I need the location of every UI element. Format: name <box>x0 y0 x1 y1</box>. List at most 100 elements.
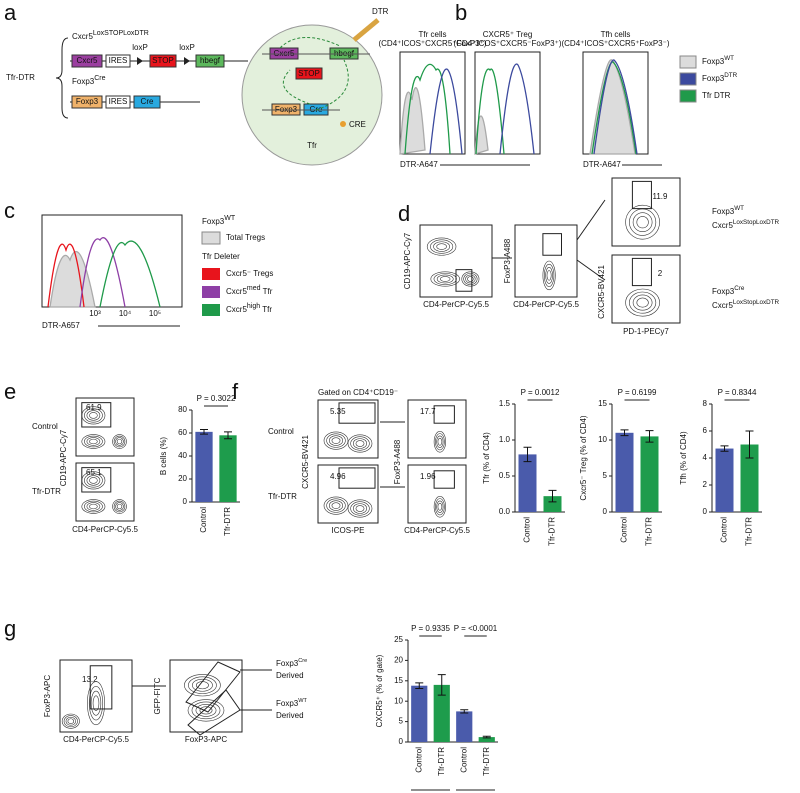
contour <box>629 291 657 314</box>
label: 1.96 <box>420 472 436 481</box>
y-tick-label: 20 <box>394 656 403 665</box>
y-tick-label: 40 <box>178 451 187 460</box>
histogram-curve <box>49 250 96 308</box>
bar <box>518 454 537 512</box>
bar <box>456 711 473 742</box>
label-sup: Cre <box>94 75 105 82</box>
panel-letter: e <box>4 379 16 404</box>
y-tick-label: 20 <box>178 474 187 483</box>
contour <box>436 500 444 513</box>
histogram-curve <box>589 59 636 155</box>
contour <box>350 501 370 516</box>
contour <box>636 297 649 308</box>
bar <box>478 737 495 742</box>
panel-letter: f <box>232 379 239 404</box>
contour <box>542 260 556 291</box>
contour <box>435 498 445 516</box>
contour <box>86 475 101 486</box>
y-tick-label: 5 <box>399 717 404 726</box>
error-bar <box>224 431 232 440</box>
histogram-frame <box>41 214 183 308</box>
contour <box>87 681 105 726</box>
loxp-site <box>184 57 190 65</box>
contour <box>195 704 217 717</box>
label: Foxp3Cre <box>712 285 745 296</box>
construct-label: Tfr-DTR <box>6 73 35 82</box>
y-tick-label: 1.5 <box>499 399 511 408</box>
contour <box>61 713 80 729</box>
gate <box>338 402 376 424</box>
label-sup: LoxStopLoxDTR <box>733 219 780 226</box>
x-tick-label: Control <box>720 517 729 543</box>
label-after: Tfr <box>261 287 273 296</box>
contour <box>347 499 373 518</box>
contour <box>625 204 660 240</box>
label: Foxp3WT <box>702 55 734 66</box>
label: CD4-PerCP-Cy5.5 <box>404 526 470 535</box>
contour <box>192 678 213 692</box>
histogram-curve <box>475 68 505 155</box>
contour <box>113 500 126 513</box>
cell <box>241 24 383 166</box>
histogram-curve <box>404 63 451 155</box>
label: Foxp3 <box>76 97 99 106</box>
contour <box>465 274 476 284</box>
label: Tfr Deleter <box>202 252 240 261</box>
contour <box>112 499 127 514</box>
label: loxP <box>179 43 195 52</box>
label-base: Cxcr5 <box>712 301 733 310</box>
label-base: Foxp3 <box>702 57 725 66</box>
contour <box>187 699 225 722</box>
label: PD-1-PECy7 <box>623 327 669 336</box>
tick-label: 10⁴ <box>119 309 132 318</box>
y-axis-label: CXCR5⁺ (% of gate) <box>375 654 384 727</box>
label: Tfr DTR <box>702 91 731 100</box>
contour <box>323 431 349 450</box>
bar <box>715 448 734 512</box>
panel-letter: g <box>4 616 16 641</box>
label-base: Cxcr5 <box>72 32 93 41</box>
contour <box>86 502 101 511</box>
gate <box>89 665 113 710</box>
label: Foxp3WT <box>202 215 236 226</box>
label: IRES <box>109 56 128 65</box>
bar <box>433 684 450 742</box>
contour <box>350 436 370 451</box>
contour <box>88 686 104 721</box>
error-bar <box>645 430 654 443</box>
label: (CD4⁺ICOS⁺CXCR5⁻FoxP3⁺) <box>453 39 561 48</box>
label: DTR-A657 <box>42 321 80 330</box>
contour <box>436 274 454 284</box>
contour <box>112 434 127 449</box>
contour <box>437 502 443 511</box>
flow-plot <box>514 224 578 298</box>
histogram-curve <box>399 87 426 155</box>
contour <box>543 263 555 287</box>
contour <box>326 498 346 513</box>
x-tick-label: Tfr-DTR <box>645 517 654 546</box>
label: STOP <box>298 69 320 78</box>
label: 5.35 <box>330 407 346 416</box>
contour <box>323 496 349 515</box>
label-sup: Cre <box>734 285 745 292</box>
gene-box <box>105 95 131 109</box>
label-sup: WT <box>724 55 734 62</box>
contour <box>632 212 653 233</box>
label: 4.96 <box>330 472 346 481</box>
label: ICOS-PE <box>332 526 365 535</box>
contour <box>328 500 344 511</box>
flow-plot <box>407 399 467 459</box>
label-after: Tfr <box>260 305 272 314</box>
label: Cxcr5LoxStopLoxDTR <box>712 219 780 230</box>
contour <box>115 437 124 446</box>
contour <box>89 477 98 484</box>
contour <box>81 434 106 449</box>
gate <box>455 269 473 292</box>
label-base: Cxcr5 <box>712 221 733 230</box>
y-tick-label: 0 <box>703 507 708 516</box>
contour <box>440 276 451 282</box>
contour <box>86 410 101 421</box>
error-bar <box>523 446 532 463</box>
contour <box>89 503 98 510</box>
bar <box>740 444 759 512</box>
